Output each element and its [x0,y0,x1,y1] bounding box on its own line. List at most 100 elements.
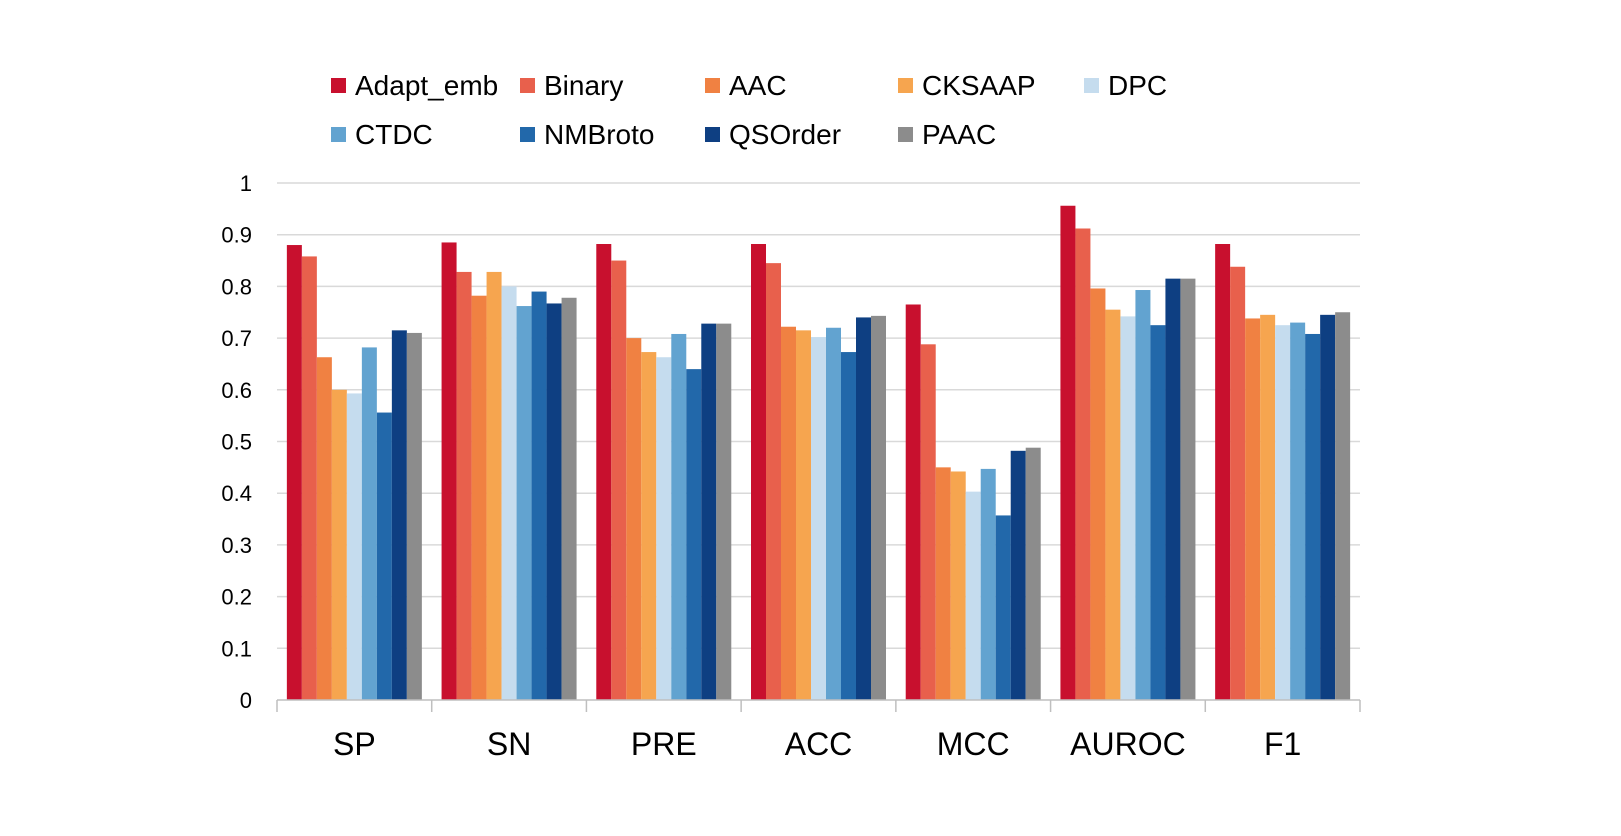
bar-binary-f1 [1230,266,1246,700]
legend-swatch [331,127,346,142]
bar-adapt-emb-sp [286,245,302,701]
legend-label: Adapt_emb [355,70,498,101]
x-category-label: SN [487,726,531,762]
legend-item: DPC [1084,70,1167,101]
bar-dpc-sp [346,393,362,700]
bar-binary-pre [611,260,627,700]
y-tick-label: 0.5 [221,430,252,455]
bar-paac-f1 [1335,312,1351,700]
x-category-label: AUROC [1070,726,1186,762]
legend-label: PAAC [922,119,996,150]
legend-label: CTDC [355,119,433,150]
legend-label: Binary [544,70,623,101]
x-category-label: MCC [937,726,1010,762]
bars [286,205,1351,701]
bar-dpc-pre [656,357,672,700]
bar-qsorder-f1 [1320,314,1336,700]
legend-swatch [1084,78,1099,93]
x-category-label: PRE [631,726,697,762]
bar-paac-acc [871,315,886,700]
y-axis-ticks: 0 0.1 0.2 0.3 0.4 0.5 0.6 0.7 0.8 0.9 1 [221,171,252,713]
bar-dpc-sn [501,286,517,700]
bar-ctdc-sp [361,347,377,700]
y-tick-label: 0.9 [221,223,252,248]
legend-swatch [520,78,535,93]
legend-swatch [331,78,346,93]
bar-binary-sn [456,271,472,700]
bar-aac-sp [316,357,332,700]
y-tick-label: 0.7 [221,326,252,351]
legend-item: PAAC [898,119,996,150]
bar-aac-acc [781,326,796,700]
bar-ctdc-mcc [980,468,996,700]
bar-aac-auroc [1090,288,1106,700]
bar-dpc-auroc [1120,316,1136,700]
bar-qsorder-sp [391,330,407,700]
bar-ctdc-auroc [1135,290,1151,700]
bar-dpc-acc [811,337,826,700]
bar-binary-auroc [1075,228,1091,700]
legend-label: AAC [729,70,787,101]
y-tick-label: 0 [240,688,252,713]
bar-nmbroto-mcc [995,515,1011,700]
bar-aac-sn [471,295,487,700]
legend-swatch [705,78,720,93]
legend-label: CKSAAP [922,70,1036,101]
bar-cksaap-sn [486,271,502,700]
bar-paac-auroc [1180,278,1196,700]
bar-nmbroto-pre [686,369,702,700]
bar-aac-mcc [935,467,951,700]
legend-swatch [898,127,913,142]
bar-nmbroto-sp [376,412,392,700]
bar-ctdc-f1 [1290,322,1306,700]
bar-qsorder-pre [701,323,717,700]
bar-nmbroto-auroc [1150,325,1166,700]
bar-ctdc-pre [671,333,687,700]
legend: Adapt_emb Binary AAC CKSAAP DPC CTDC NMBroto QS… [331,70,1167,150]
bar-aac-pre [626,338,642,700]
bar-adapt-emb-auroc [1060,205,1076,701]
legend-swatch [705,127,720,142]
bar-qsorder-mcc [1010,450,1026,700]
bar-dpc-mcc [965,491,981,700]
bar-qsorder-acc [856,317,871,700]
bar-binary-sp [301,256,317,700]
bar-nmbroto-sn [531,291,547,700]
bar-adapt-emb-mcc [905,304,921,700]
bar-ctdc-acc [826,327,841,700]
y-tick-label: 0.3 [221,533,252,558]
y-tick-label: 1 [240,171,252,196]
bar-paac-pre [716,323,732,700]
legend-label: QSOrder [729,119,841,150]
x-category-label: F1 [1264,726,1301,762]
bar-cksaap-sp [331,389,347,700]
y-tick-label: 0.6 [221,378,252,403]
bar-paac-mcc [1025,447,1041,700]
y-tick-label: 0.4 [221,481,252,506]
bar-cksaap-pre [641,352,657,700]
legend-item: AAC [705,70,787,101]
y-tick-label: 0.8 [221,274,252,299]
x-axis: SP SN PRE ACC MCC AUROC F1 [276,699,1361,762]
bar-binary-mcc [920,344,936,700]
bar-aac-f1 [1245,318,1261,700]
x-category-label: SP [333,726,376,762]
legend-swatch [898,78,913,93]
x-category-label: ACC [785,726,853,762]
legend-item: Adapt_emb [331,70,498,101]
bar-nmbroto-acc [841,352,856,700]
bar-cksaap-auroc [1105,309,1121,700]
bar-ctdc-sn [516,306,532,700]
bar-nmbroto-f1 [1305,333,1321,700]
y-tick-label: 0.2 [221,585,252,610]
legend-label: DPC [1108,70,1167,101]
bar-qsorder-sn [546,303,562,700]
bar-dpc-f1 [1275,325,1291,700]
bar-cksaap-acc [796,330,811,700]
legend-swatch [520,127,535,142]
bar-adapt-emb-pre [596,244,612,701]
legend-item: QSOrder [705,119,841,150]
legend-item: Binary [520,70,623,101]
bar-paac-sp [406,332,422,700]
